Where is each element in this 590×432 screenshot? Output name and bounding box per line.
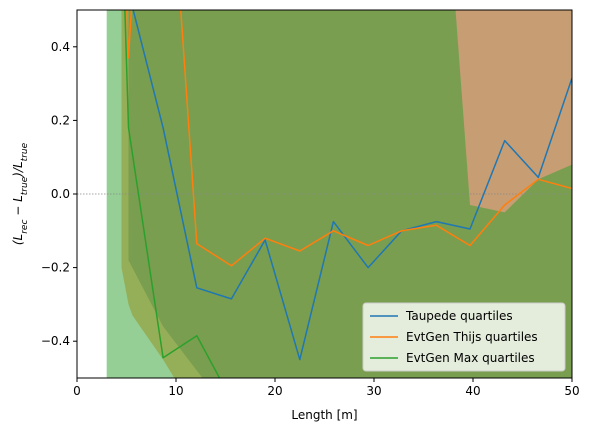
x-tick-label: 0 — [73, 384, 81, 398]
y-axis-label: (Lrec − Ltrue)/Ltrue — [11, 142, 30, 245]
x-axis-label: Length [m] — [291, 408, 357, 422]
x-axis: 0 10 20 30 40 50 — [73, 378, 580, 398]
x-tick-label: 30 — [366, 384, 381, 398]
legend-label-evtgen-thijs: EvtGen Thijs quartiles — [406, 330, 538, 344]
series-line-2 — [126, 10, 572, 267]
series-line-1 — [132, 10, 572, 361]
legend-item-taupede: Taupede quartiles — [370, 309, 513, 323]
y-tick-label: 0.2 — [51, 113, 70, 127]
legend-label-taupede: Taupede quartiles — [405, 309, 513, 323]
legend-box — [362, 302, 566, 372]
y-axis: −0.4 −0.2 0.0 0.2 0.4 — [41, 40, 77, 348]
x-tick-label: 40 — [465, 384, 480, 398]
x-tick-label: 20 — [267, 384, 282, 398]
series-line-layer — [124, 10, 572, 378]
legend-item-evtgen-max: EvtGen Max quartiles — [370, 351, 535, 365]
x-tick-label: 50 — [564, 384, 579, 398]
y-tick-label: 0.0 — [51, 187, 70, 201]
y-tick-label: −0.2 — [41, 261, 70, 275]
y-tick-label: −0.4 — [41, 334, 70, 348]
legend: Taupede quartiles EvtGen Thijs quartiles… — [362, 302, 566, 372]
legend-label-evtgen-max: EvtGen Max quartiles — [406, 351, 535, 365]
series-line-3 — [124, 10, 221, 378]
legend-item-evtgen-thijs: EvtGen Thijs quartiles — [370, 330, 538, 344]
x-tick-label: 10 — [168, 384, 183, 398]
y-tick-label: 0.4 — [51, 40, 70, 54]
